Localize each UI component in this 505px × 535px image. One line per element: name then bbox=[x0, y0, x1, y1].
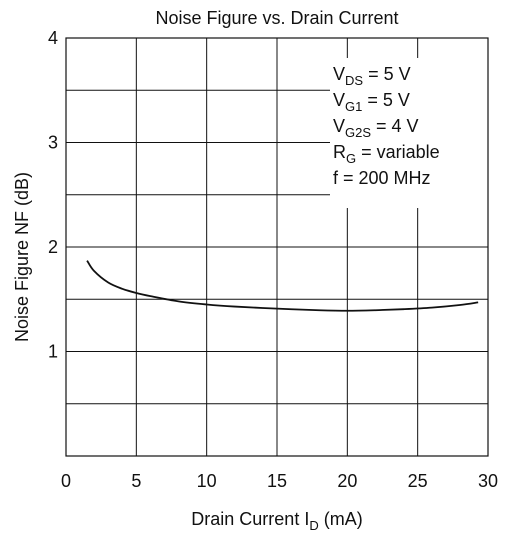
annotation-rest: = 5 V bbox=[362, 90, 410, 110]
y-tick-label: 1 bbox=[48, 342, 58, 362]
plot-frame bbox=[65, 37, 489, 457]
x-axis-label-unit: (mA) bbox=[319, 509, 363, 529]
x-tick-label: 25 bbox=[408, 471, 428, 491]
annotation-rest: = 5 V bbox=[363, 64, 411, 84]
x-tick-label: 15 bbox=[267, 471, 287, 491]
annotation-line: f = 200 MHz bbox=[333, 168, 431, 188]
annotation-main: V bbox=[333, 116, 345, 136]
annotation-rest: = 4 V bbox=[371, 116, 419, 136]
annotation-main: f = 200 MHz bbox=[333, 168, 431, 188]
annotation-rest: = variable bbox=[356, 142, 440, 162]
annotation-subscript: DS bbox=[345, 73, 363, 88]
annotation-subscript: G bbox=[346, 151, 356, 166]
x-tick-label: 5 bbox=[131, 471, 141, 491]
annotation-subscript: G2S bbox=[345, 125, 371, 140]
annotation-line: VG1 = 5 V bbox=[333, 90, 410, 114]
x-tick-label: 20 bbox=[337, 471, 357, 491]
x-axis-label: Drain Current ID (mA) bbox=[191, 509, 362, 533]
annotation-subscript: G1 bbox=[345, 99, 362, 114]
x-tick-label: 10 bbox=[197, 471, 217, 491]
y-tick-label: 4 bbox=[48, 28, 58, 48]
annotation-background bbox=[330, 58, 490, 208]
y-tick-label: 3 bbox=[48, 133, 58, 153]
annotation-main: V bbox=[333, 90, 345, 110]
x-tick-label: 0 bbox=[61, 471, 71, 491]
annotation-main: V bbox=[333, 64, 345, 84]
annotation-line: RG = variable bbox=[333, 142, 440, 166]
y-axis-label: Noise Figure NF (dB) bbox=[12, 172, 32, 342]
series-layer bbox=[86, 260, 479, 312]
tick-labels: 0 5 10 15 20 25 30 1 2 3 4 bbox=[48, 28, 498, 491]
annotation-main: R bbox=[333, 142, 346, 162]
series-line bbox=[86, 260, 479, 312]
x-axis-label-subscript: D bbox=[309, 518, 318, 533]
annotation-line: VDS = 5 V bbox=[333, 64, 411, 88]
x-axis-label-main: Drain Current I bbox=[191, 509, 309, 529]
chart-title: Noise Figure vs. Drain Current bbox=[155, 8, 398, 28]
y-tick-label: 2 bbox=[48, 237, 58, 257]
x-tick-label: 30 bbox=[478, 471, 498, 491]
annotation-line: VG2S = 4 V bbox=[333, 116, 419, 140]
